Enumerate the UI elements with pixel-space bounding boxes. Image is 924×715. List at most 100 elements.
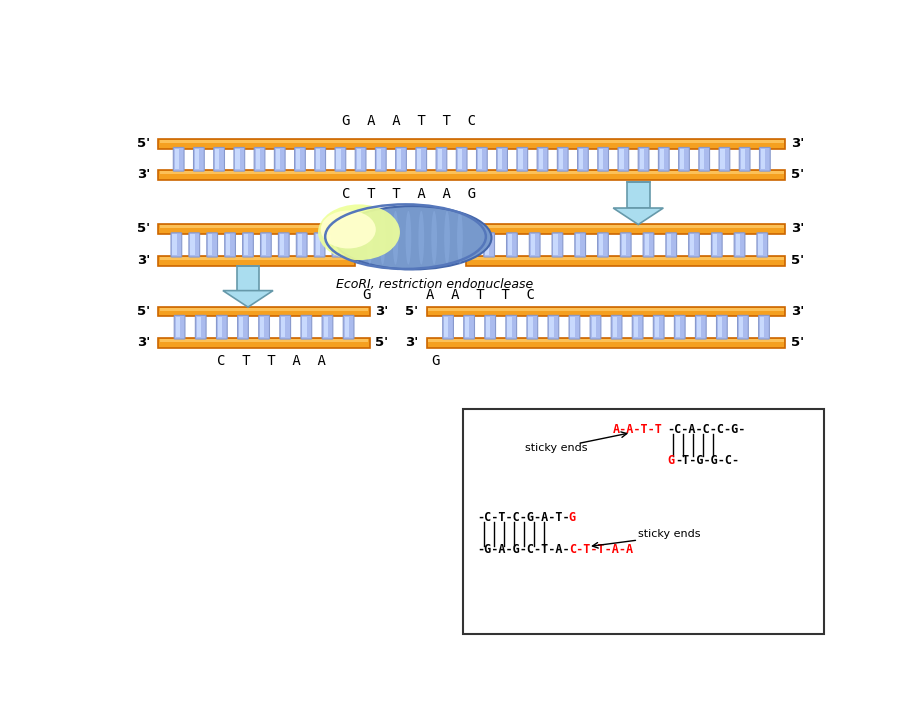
FancyBboxPatch shape: [548, 315, 559, 339]
FancyBboxPatch shape: [611, 315, 622, 339]
FancyBboxPatch shape: [355, 147, 366, 171]
Bar: [712, 235, 717, 255]
FancyBboxPatch shape: [297, 233, 307, 257]
FancyBboxPatch shape: [193, 147, 204, 171]
FancyBboxPatch shape: [759, 315, 770, 339]
Ellipse shape: [406, 211, 411, 265]
Ellipse shape: [444, 211, 450, 265]
Bar: [175, 149, 179, 169]
Text: 5': 5': [791, 336, 804, 350]
Ellipse shape: [419, 211, 424, 265]
Bar: [296, 149, 300, 169]
Bar: [160, 307, 369, 311]
FancyBboxPatch shape: [188, 233, 200, 257]
Bar: [634, 317, 638, 337]
FancyBboxPatch shape: [578, 147, 589, 171]
Bar: [444, 317, 448, 337]
Bar: [721, 149, 724, 169]
Bar: [697, 317, 701, 337]
FancyBboxPatch shape: [632, 315, 643, 339]
FancyBboxPatch shape: [590, 315, 601, 339]
Text: sticky ends: sticky ends: [638, 530, 700, 540]
Bar: [160, 139, 784, 143]
Text: G: G: [432, 354, 440, 368]
Bar: [159, 338, 370, 348]
FancyBboxPatch shape: [213, 147, 225, 171]
Bar: [485, 235, 490, 255]
FancyBboxPatch shape: [280, 315, 290, 339]
Ellipse shape: [432, 211, 437, 265]
FancyBboxPatch shape: [314, 233, 325, 257]
Bar: [237, 267, 260, 290]
Bar: [437, 149, 442, 169]
FancyBboxPatch shape: [716, 315, 727, 339]
Bar: [518, 149, 523, 169]
FancyBboxPatch shape: [216, 315, 227, 339]
FancyBboxPatch shape: [295, 147, 305, 171]
Ellipse shape: [318, 204, 400, 260]
Bar: [261, 235, 266, 255]
FancyBboxPatch shape: [666, 233, 676, 257]
Text: G: G: [569, 511, 576, 525]
FancyBboxPatch shape: [506, 233, 517, 257]
FancyBboxPatch shape: [737, 315, 748, 339]
Bar: [680, 149, 685, 169]
Text: G: G: [668, 454, 675, 467]
Text: 3': 3': [375, 305, 389, 318]
Bar: [760, 149, 765, 169]
Bar: [239, 317, 243, 337]
Bar: [468, 257, 784, 260]
Bar: [160, 225, 354, 229]
Bar: [160, 339, 369, 342]
Bar: [613, 317, 617, 337]
FancyBboxPatch shape: [436, 147, 447, 171]
Bar: [302, 317, 307, 337]
FancyBboxPatch shape: [477, 147, 487, 171]
Bar: [334, 235, 338, 255]
Bar: [197, 317, 201, 337]
Bar: [281, 317, 286, 337]
FancyBboxPatch shape: [456, 147, 467, 171]
Ellipse shape: [367, 211, 372, 265]
Text: 3': 3': [137, 255, 150, 267]
Bar: [159, 139, 785, 149]
Text: 5': 5': [791, 169, 804, 182]
Bar: [427, 338, 785, 348]
FancyBboxPatch shape: [757, 233, 768, 257]
Bar: [236, 149, 239, 169]
FancyBboxPatch shape: [278, 233, 289, 257]
FancyBboxPatch shape: [699, 147, 710, 171]
FancyBboxPatch shape: [760, 147, 771, 171]
FancyBboxPatch shape: [497, 147, 507, 171]
Bar: [760, 317, 764, 337]
FancyBboxPatch shape: [517, 147, 528, 171]
Bar: [159, 307, 370, 317]
Ellipse shape: [380, 211, 385, 265]
FancyBboxPatch shape: [237, 315, 249, 339]
Bar: [215, 149, 219, 169]
Text: C  T  T  A  A: C T T A A: [217, 354, 325, 368]
Text: -T-G-G-C-: -T-G-G-C-: [675, 454, 739, 467]
Text: 3': 3': [791, 305, 804, 318]
Bar: [507, 317, 512, 337]
FancyBboxPatch shape: [537, 147, 548, 171]
Bar: [226, 235, 230, 255]
FancyBboxPatch shape: [259, 315, 270, 339]
Bar: [559, 149, 563, 169]
FancyBboxPatch shape: [301, 315, 311, 339]
Bar: [599, 149, 603, 169]
Bar: [397, 149, 401, 169]
Bar: [539, 149, 542, 169]
Bar: [256, 149, 260, 169]
Bar: [700, 149, 704, 169]
Text: 3': 3': [791, 137, 804, 150]
Bar: [316, 149, 321, 169]
FancyBboxPatch shape: [719, 147, 730, 171]
Bar: [218, 317, 222, 337]
Bar: [736, 235, 740, 255]
Bar: [244, 235, 249, 255]
Bar: [468, 225, 784, 229]
Bar: [639, 149, 644, 169]
Bar: [498, 149, 503, 169]
FancyBboxPatch shape: [225, 233, 236, 257]
